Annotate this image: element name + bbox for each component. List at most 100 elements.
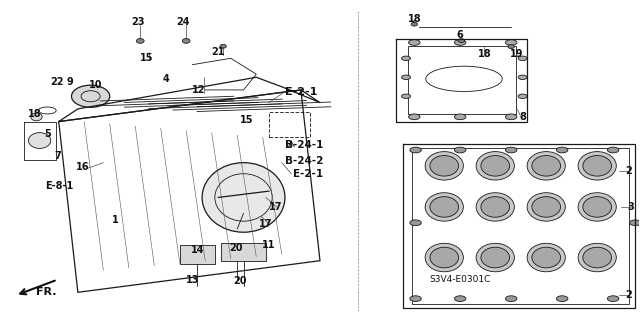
- Bar: [408, 46, 516, 114]
- Text: 19: 19: [509, 48, 523, 59]
- Bar: [412, 148, 629, 304]
- Ellipse shape: [607, 296, 619, 301]
- Text: E-2-1: E-2-1: [293, 169, 323, 179]
- Ellipse shape: [518, 75, 527, 79]
- Ellipse shape: [425, 243, 463, 272]
- Text: 18: 18: [477, 48, 492, 59]
- Ellipse shape: [481, 156, 509, 176]
- Text: 14: 14: [191, 245, 204, 255]
- Ellipse shape: [182, 39, 190, 43]
- Bar: [221, 243, 266, 261]
- Ellipse shape: [425, 193, 463, 221]
- Ellipse shape: [411, 22, 417, 26]
- Ellipse shape: [430, 197, 459, 217]
- Ellipse shape: [476, 243, 515, 272]
- Text: 15: 15: [140, 53, 154, 63]
- Ellipse shape: [527, 152, 565, 180]
- Text: S3V4-E0301C: S3V4-E0301C: [429, 275, 491, 284]
- Ellipse shape: [630, 220, 640, 226]
- Text: 22: 22: [51, 77, 64, 87]
- Text: 11: 11: [262, 240, 276, 250]
- Text: E-8-1: E-8-1: [45, 182, 73, 191]
- Ellipse shape: [476, 193, 515, 221]
- Ellipse shape: [556, 296, 568, 301]
- Ellipse shape: [454, 296, 466, 301]
- Text: 5: 5: [44, 129, 51, 139]
- Ellipse shape: [454, 114, 466, 120]
- Text: 2: 2: [626, 166, 632, 175]
- Text: 18: 18: [408, 14, 421, 24]
- Ellipse shape: [401, 75, 410, 79]
- Ellipse shape: [481, 247, 509, 268]
- Ellipse shape: [532, 156, 561, 176]
- Text: 8: 8: [519, 112, 526, 122]
- Text: 4: 4: [163, 74, 169, 84]
- Ellipse shape: [31, 113, 42, 121]
- Text: FR.: FR.: [36, 287, 57, 297]
- Ellipse shape: [72, 85, 109, 107]
- Ellipse shape: [578, 152, 616, 180]
- Text: 16: 16: [76, 162, 90, 172]
- Text: 15: 15: [240, 115, 253, 125]
- Ellipse shape: [481, 197, 509, 217]
- Ellipse shape: [532, 197, 561, 217]
- Ellipse shape: [408, 40, 420, 45]
- Text: 13: 13: [186, 275, 199, 285]
- Text: B-24-1: B-24-1: [285, 140, 323, 150]
- Ellipse shape: [410, 220, 421, 226]
- Ellipse shape: [136, 39, 144, 43]
- Ellipse shape: [410, 296, 421, 301]
- Ellipse shape: [578, 243, 616, 272]
- Ellipse shape: [583, 247, 612, 268]
- Text: 23: 23: [132, 17, 145, 27]
- Text: 10: 10: [89, 80, 102, 90]
- Bar: [180, 245, 215, 264]
- Ellipse shape: [220, 44, 227, 48]
- Ellipse shape: [458, 39, 465, 42]
- Text: 3: 3: [628, 202, 634, 212]
- Ellipse shape: [527, 243, 565, 272]
- Ellipse shape: [556, 147, 568, 153]
- Ellipse shape: [430, 156, 459, 176]
- Ellipse shape: [506, 40, 517, 45]
- Ellipse shape: [583, 197, 612, 217]
- Text: 2: 2: [626, 291, 632, 300]
- Ellipse shape: [607, 147, 619, 153]
- Text: B-24-2: B-24-2: [285, 156, 323, 166]
- Ellipse shape: [532, 247, 561, 268]
- Text: 9: 9: [66, 77, 73, 87]
- Ellipse shape: [518, 94, 527, 99]
- Text: 12: 12: [192, 85, 205, 95]
- Ellipse shape: [410, 147, 421, 153]
- Bar: [269, 112, 310, 137]
- Ellipse shape: [506, 114, 517, 120]
- Text: 17: 17: [269, 202, 282, 212]
- Ellipse shape: [578, 193, 616, 221]
- Ellipse shape: [518, 56, 527, 61]
- Ellipse shape: [430, 247, 459, 268]
- Ellipse shape: [527, 193, 565, 221]
- Ellipse shape: [506, 147, 517, 153]
- Text: 6: 6: [457, 30, 463, 40]
- Ellipse shape: [508, 45, 515, 48]
- Ellipse shape: [506, 296, 517, 301]
- Text: 20: 20: [234, 276, 247, 286]
- Ellipse shape: [28, 133, 51, 148]
- Ellipse shape: [583, 156, 612, 176]
- Ellipse shape: [454, 40, 466, 45]
- Text: 7: 7: [54, 151, 61, 161]
- Ellipse shape: [202, 163, 285, 232]
- Text: 17: 17: [259, 219, 273, 229]
- Ellipse shape: [425, 152, 463, 180]
- Text: 24: 24: [176, 17, 189, 27]
- Text: 18: 18: [28, 109, 42, 119]
- Ellipse shape: [401, 56, 410, 61]
- Ellipse shape: [454, 147, 466, 153]
- Ellipse shape: [476, 152, 515, 180]
- Text: 21: 21: [211, 47, 225, 57]
- Text: 20: 20: [229, 243, 243, 253]
- Text: E-2-1: E-2-1: [285, 86, 317, 97]
- Ellipse shape: [408, 114, 420, 120]
- Text: 1: 1: [111, 215, 118, 225]
- Ellipse shape: [401, 94, 410, 99]
